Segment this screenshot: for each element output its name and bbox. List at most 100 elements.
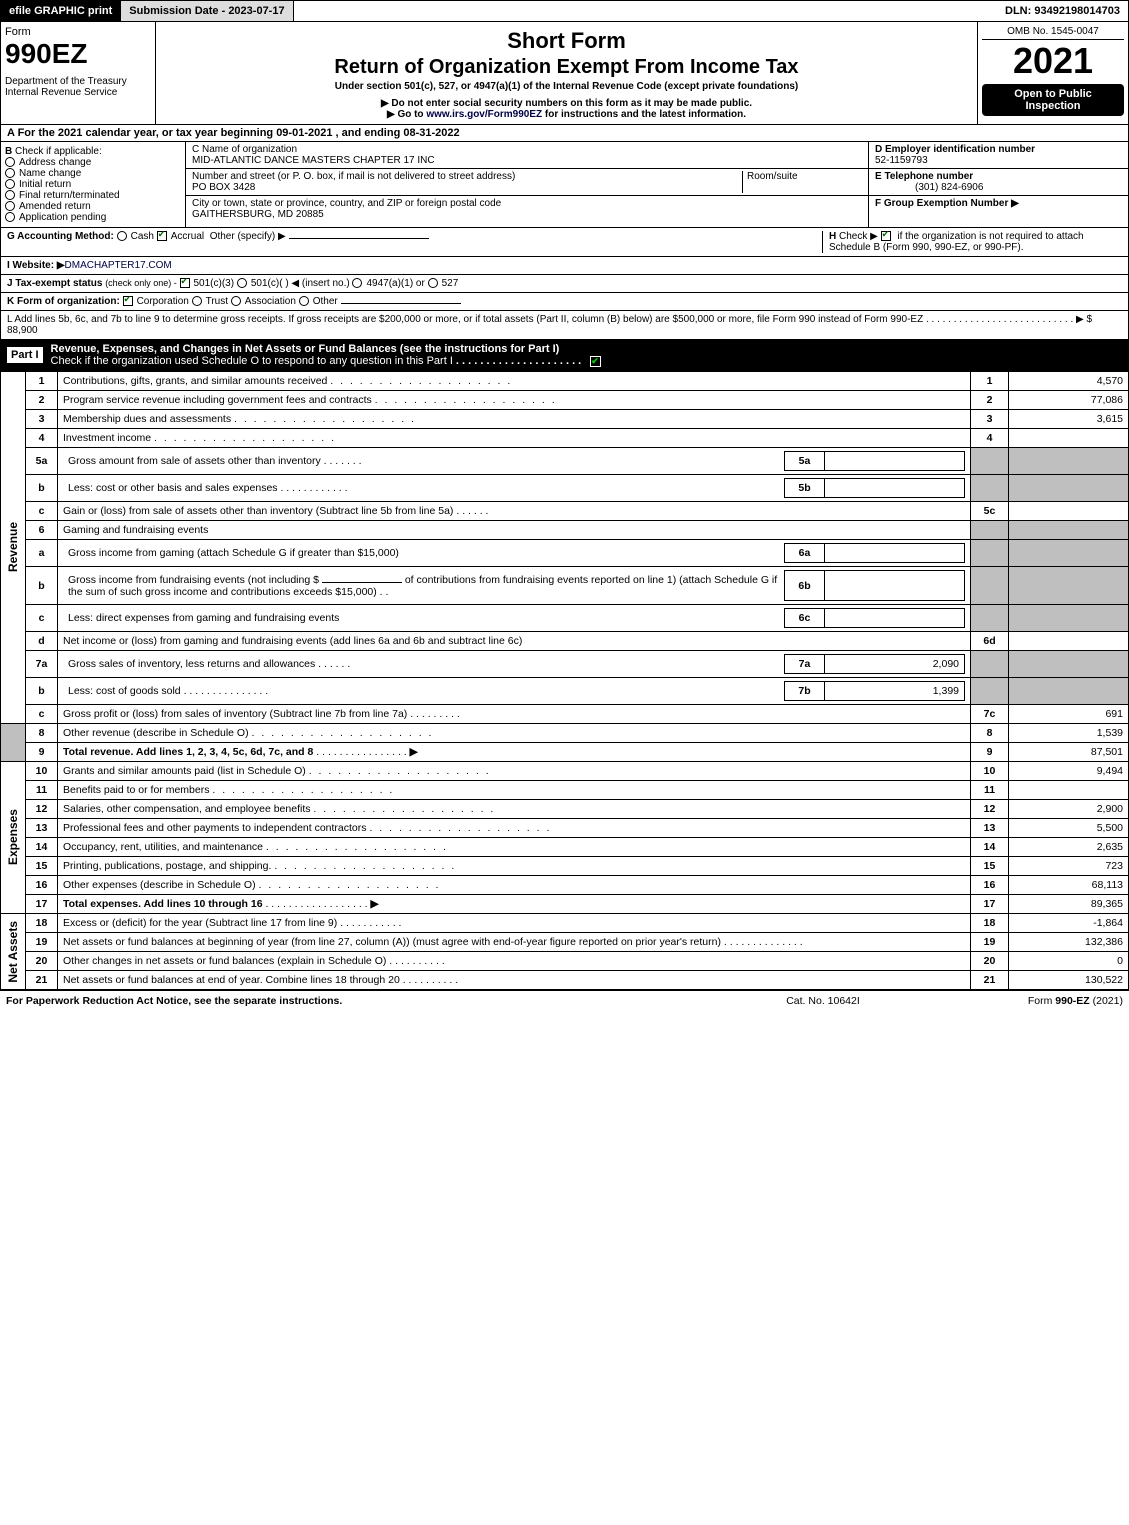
line-7b-inval: 1,399 (825, 682, 965, 701)
chk-527[interactable] (428, 278, 438, 288)
chk-address-change[interactable] (5, 157, 15, 167)
line-7c-text: Gross profit or (loss) from sales of inv… (58, 705, 971, 724)
line-13-num: 13 (26, 819, 58, 838)
line-6a-text: Gross income from gaming (attach Schedul… (58, 540, 971, 567)
room-suite-label: Room/suite (742, 171, 862, 193)
d-ein-label: D Employer identification number (875, 144, 1035, 155)
chk-501c[interactable] (237, 278, 247, 288)
website-link[interactable]: DMACHAPTER17.COM (65, 260, 172, 271)
chk-association[interactable] (231, 296, 241, 306)
line-1-val: 4,570 (1009, 372, 1129, 391)
line-13-ref: 13 (971, 819, 1009, 838)
efile-print-button[interactable]: efile GRAPHIC print (1, 1, 120, 21)
chk-amended-return[interactable] (5, 201, 15, 211)
line-18-val: -1,864 (1009, 914, 1129, 933)
line-5b-ref-shaded (971, 475, 1009, 502)
line-6-ref-shaded (971, 521, 1009, 540)
line-19-num: 19 (26, 933, 58, 952)
line-6b-val-shaded (1009, 567, 1129, 605)
b-text: Check if applicable: (15, 146, 102, 157)
line-3-ref: 3 (971, 410, 1009, 429)
line-6c-text: Less: direct expenses from gaming and fu… (58, 605, 971, 632)
chk-name-change[interactable] (5, 168, 15, 178)
line-3-num: 3 (26, 410, 58, 429)
chk-final-return[interactable] (5, 190, 15, 200)
opt-name-change: Name change (19, 168, 81, 179)
chk-accrual[interactable] (157, 231, 167, 241)
ssn-note: ▶ Do not enter social security numbers o… (160, 98, 973, 109)
chk-4947[interactable] (352, 278, 362, 288)
chk-trust[interactable] (192, 296, 202, 306)
line-2-val: 77,086 (1009, 391, 1129, 410)
line-6-val-shaded (1009, 521, 1129, 540)
line-19-ref: 19 (971, 933, 1009, 952)
line-2-num: 2 (26, 391, 58, 410)
line-6b-text: Gross income from fundraising events (no… (58, 567, 971, 605)
row-j-status: J Tax-exempt status (check only one) - 5… (0, 275, 1129, 293)
netassets-side-label: Net Assets (6, 921, 20, 983)
footer-left: For Paperwork Reduction Act Notice, see … (6, 995, 723, 1007)
e-tel-label: E Telephone number (875, 171, 973, 182)
line-9-num: 9 (26, 743, 58, 762)
part-1-header: Part I Revenue, Expenses, and Changes in… (0, 340, 1129, 371)
line-12-val: 2,900 (1009, 800, 1129, 819)
line-5b-text: Less: cost or other basis and sales expe… (58, 475, 971, 502)
chk-501c3[interactable] (180, 278, 190, 288)
line-2-ref: 2 (971, 391, 1009, 410)
line-6d-text: Net income or (loss) from gaming and fun… (58, 632, 971, 651)
chk-corporation[interactable] (123, 296, 133, 306)
line-7a-innum: 7a (785, 655, 825, 674)
line-7b-innum: 7b (785, 682, 825, 701)
j-subtext: (check only one) - (105, 278, 177, 288)
opt-accrual: Accrual (171, 231, 204, 242)
line-12-num: 12 (26, 800, 58, 819)
line-10-val: 9,494 (1009, 762, 1129, 781)
line-11-val (1009, 781, 1129, 800)
submission-date-button[interactable]: Submission Date - 2023-07-17 (120, 1, 293, 21)
line-14-ref: 14 (971, 838, 1009, 857)
line-21-text: Net assets or fund balances at end of ye… (58, 971, 971, 990)
part-1-label: Part I (7, 347, 43, 363)
irs-link[interactable]: www.irs.gov/Form990EZ (426, 109, 542, 120)
chk-application-pending[interactable] (5, 212, 15, 222)
opt-application-pending: Application pending (19, 212, 106, 223)
line-16-val: 68,113 (1009, 876, 1129, 895)
row-gh: G Accounting Method: Cash Accrual Other … (0, 228, 1129, 257)
opt-final-return: Final return/terminated (19, 190, 120, 201)
l-text: L Add lines 5b, 6c, and 7b to line 9 to … (7, 314, 923, 325)
chk-schedule-b[interactable] (881, 231, 891, 241)
line-7c-val: 691 (1009, 705, 1129, 724)
section-bcdef: B Check if applicable: Address change Na… (0, 142, 1129, 228)
line-18-ref: 18 (971, 914, 1009, 933)
chk-initial-return[interactable] (5, 179, 15, 189)
opt-other-specify: Other (specify) ▶ (210, 231, 286, 242)
line-7a-text: Gross sales of inventory, less returns a… (58, 651, 971, 678)
k-label: K Form of organization: (7, 296, 120, 307)
line-14-val: 2,635 (1009, 838, 1129, 857)
row-k-org: K Form of organization: Corporation Trus… (0, 293, 1129, 311)
org-street: PO BOX 3428 (192, 182, 255, 193)
line-15-text: Printing, publications, postage, and shi… (58, 857, 971, 876)
line-20-val: 0 (1009, 952, 1129, 971)
chk-other-org[interactable] (299, 296, 309, 306)
line-6a-num: a (26, 540, 58, 567)
line-3-text: Membership dues and assessments (58, 410, 971, 429)
line-8-val: 1,539 (1009, 724, 1129, 743)
top-toolbar: efile GRAPHIC print Submission Date - 20… (0, 0, 1129, 22)
g-label: G Accounting Method: (7, 231, 114, 242)
chk-cash[interactable] (117, 231, 127, 241)
line-6b-num: b (26, 567, 58, 605)
c-city-label: City or town, state or province, country… (192, 198, 501, 209)
line-1-text: Contributions, gifts, grants, and simila… (58, 372, 971, 391)
line-2-text: Program service revenue including govern… (58, 391, 971, 410)
line-4-val (1009, 429, 1129, 448)
page-footer: For Paperwork Reduction Act Notice, see … (0, 990, 1129, 1011)
line-10-num: 10 (26, 762, 58, 781)
part-1-sub: Check if the organization used Schedule … (51, 355, 453, 367)
chk-schedule-o[interactable] (590, 356, 601, 367)
line-16-ref: 16 (971, 876, 1009, 895)
line-1-num: 1 (26, 372, 58, 391)
short-form-title: Short Form (160, 28, 973, 54)
b-label: B (5, 146, 12, 157)
section-b: B Check if applicable: Address change Na… (1, 142, 186, 227)
